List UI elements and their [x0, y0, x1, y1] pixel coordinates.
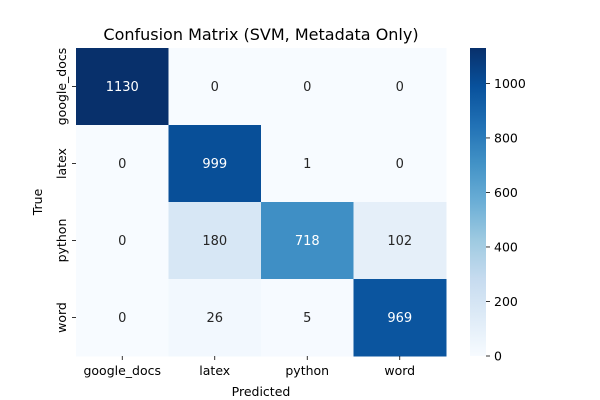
cell-value-label: 0 — [118, 157, 126, 172]
cell-value-label: 26 — [206, 311, 223, 326]
heatmap-cells — [76, 48, 447, 357]
heatmap-cell — [168, 48, 262, 126]
heatmap-cell — [76, 125, 169, 203]
heatmap-cell — [261, 48, 354, 126]
heatmap-cell — [168, 125, 262, 203]
y-tick-label: python — [54, 219, 69, 263]
colorbar-tick-label: 800 — [494, 130, 518, 145]
heatmap-cell — [168, 202, 262, 280]
colorbar-tick-label: 1000 — [494, 76, 526, 91]
cell-value-label: 1130 — [106, 80, 139, 95]
cell-value-label: 5 — [303, 311, 311, 326]
heatmap-cell — [76, 202, 169, 280]
cell-value-label: 0 — [118, 311, 126, 326]
y-tick-label: word — [54, 302, 69, 333]
colorbar — [470, 48, 486, 356]
y-tick-label: google_docs — [54, 48, 69, 126]
cell-value-label: 999 — [202, 157, 227, 172]
y-axis-label: True — [30, 188, 45, 216]
heatmap-cell — [168, 279, 262, 357]
x-tick-label: latex — [199, 363, 230, 378]
colorbar-ticks: 0 200 400 600 800 1000 — [486, 76, 526, 364]
cell-value-label: 0 — [211, 80, 219, 95]
heatmap-cell — [353, 48, 447, 126]
colorbar-tick-label: 0 — [494, 349, 502, 364]
cell-value-label: 0 — [396, 80, 404, 95]
colorbar-tick-label: 600 — [494, 185, 518, 200]
cell-value-label: 1 — [303, 157, 311, 172]
heatmap-cell — [353, 202, 447, 280]
x-tick-label: python — [285, 363, 329, 378]
colorbar-tick-label: 200 — [494, 294, 518, 309]
colorbar-tick-label: 400 — [494, 239, 518, 254]
cell-value-label: 102 — [387, 234, 412, 249]
heatmap-cell-labels: 1130 0 0 0 0 999 1 0 0 180 718 102 0 26 5 969 — [106, 80, 412, 326]
cell-value-label: 718 — [295, 234, 320, 249]
heatmap-cell — [353, 279, 447, 357]
x-axis-ticks: google_docs latex python word — [83, 356, 415, 378]
cell-value-label: 0 — [396, 157, 404, 172]
cell-value-label: 969 — [387, 311, 412, 326]
heatmap-cell — [76, 48, 169, 126]
y-tick-label: latex — [54, 148, 69, 179]
x-tick-label: google_docs — [83, 363, 161, 378]
heatmap-cell — [261, 202, 354, 280]
heatmap-cell — [261, 125, 354, 203]
cell-value-label: 0 — [303, 80, 311, 95]
cell-value-label: 180 — [202, 234, 227, 249]
cell-value-label: 0 — [118, 234, 126, 249]
heatmap-cell — [76, 279, 169, 357]
heatmap-cell — [261, 279, 354, 357]
x-axis-label: Predicted — [232, 384, 291, 399]
heatmap-cell — [353, 125, 447, 203]
x-tick-label: word — [384, 363, 415, 378]
chart-title: Confusion Matrix (SVM, Metadata Only) — [103, 25, 418, 44]
